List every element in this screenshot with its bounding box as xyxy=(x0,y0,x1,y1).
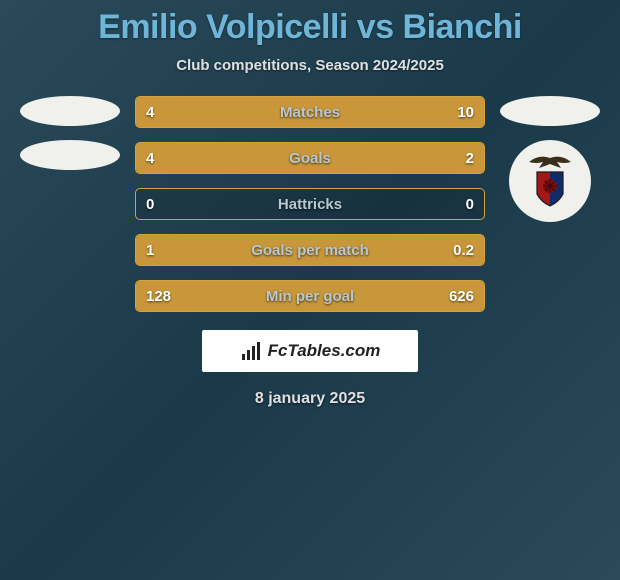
stat-label: Matches xyxy=(280,104,340,121)
stat-label: Goals per match xyxy=(251,242,369,259)
bar-chart-icon xyxy=(240,340,262,362)
stat-right-value: 626 xyxy=(449,288,474,305)
left-player-badges xyxy=(15,96,125,170)
stat-bar-goals-per-match: 1 Goals per match 0.2 xyxy=(135,234,485,266)
player-badge-placeholder xyxy=(20,96,120,126)
right-player-badges xyxy=(495,96,605,222)
comparison-title: Emilio Volpicelli vs Bianchi xyxy=(98,8,522,47)
stat-label: Min per goal xyxy=(266,288,354,305)
club-crest-casertana xyxy=(509,140,591,222)
player-badge-placeholder xyxy=(20,140,120,170)
stat-left-value: 0 xyxy=(146,196,154,213)
stat-right-value: 2 xyxy=(466,150,474,167)
stat-left-value: 1 xyxy=(146,242,154,259)
crest-icon xyxy=(509,140,591,222)
stat-left-value: 4 xyxy=(146,150,154,167)
main-row: 4 Matches 10 4 Goals 2 0 Hattricks 0 xyxy=(0,96,620,312)
stat-bar-matches: 4 Matches 10 xyxy=(135,96,485,128)
stat-fill-left xyxy=(136,143,369,173)
stat-right-value: 0.2 xyxy=(453,242,474,259)
stat-left-value: 128 xyxy=(146,288,171,305)
stat-bar-hattricks: 0 Hattricks 0 xyxy=(135,188,485,220)
player-badge-placeholder xyxy=(500,96,600,126)
comparison-date: 8 january 2025 xyxy=(255,390,365,408)
stat-label: Goals xyxy=(289,150,331,167)
stat-fill-right xyxy=(233,97,484,127)
stats-column: 4 Matches 10 4 Goals 2 0 Hattricks 0 xyxy=(135,96,485,312)
stat-bar-goals: 4 Goals 2 xyxy=(135,142,485,174)
brand-text: FcTables.com xyxy=(268,341,381,361)
stat-bar-min-per-goal: 128 Min per goal 626 xyxy=(135,280,485,312)
stat-label: Hattricks xyxy=(278,196,342,213)
comparison-subtitle: Club competitions, Season 2024/2025 xyxy=(176,57,444,74)
stat-left-value: 4 xyxy=(146,104,154,121)
brand-attribution[interactable]: FcTables.com xyxy=(202,330,418,372)
stat-right-value: 10 xyxy=(457,104,474,121)
stat-right-value: 0 xyxy=(466,196,474,213)
